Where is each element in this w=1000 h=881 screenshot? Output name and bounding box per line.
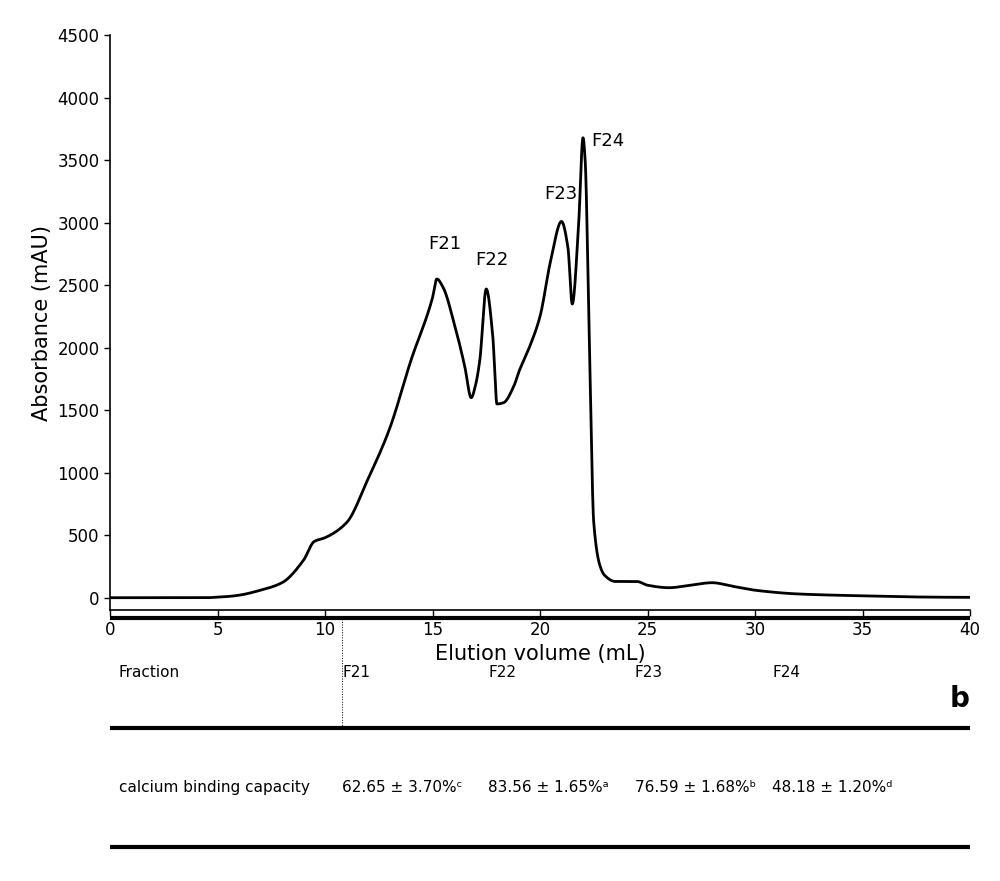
- Text: b: b: [950, 685, 970, 713]
- Text: F23: F23: [635, 665, 663, 680]
- Text: F21: F21: [342, 665, 370, 680]
- Text: F22: F22: [476, 251, 509, 269]
- Text: F24: F24: [772, 665, 800, 680]
- Y-axis label: Absorbance (mAU): Absorbance (mAU): [32, 225, 52, 421]
- Text: 48.18 ± 1.20%ᵈ: 48.18 ± 1.20%ᵈ: [772, 780, 893, 795]
- Text: F23: F23: [544, 185, 578, 203]
- Text: F24: F24: [592, 132, 625, 151]
- Text: F22: F22: [488, 665, 516, 680]
- Text: 83.56 ± 1.65%ᵃ: 83.56 ± 1.65%ᵃ: [488, 780, 609, 795]
- Text: 62.65 ± 3.70%ᶜ: 62.65 ± 3.70%ᶜ: [342, 780, 462, 795]
- X-axis label: Elution volume (mL): Elution volume (mL): [435, 644, 645, 664]
- Text: calcium binding capacity: calcium binding capacity: [119, 780, 309, 795]
- Text: Fraction: Fraction: [119, 665, 180, 680]
- Text: F21: F21: [428, 234, 461, 253]
- Text: 76.59 ± 1.68%ᵇ: 76.59 ± 1.68%ᵇ: [635, 780, 756, 795]
